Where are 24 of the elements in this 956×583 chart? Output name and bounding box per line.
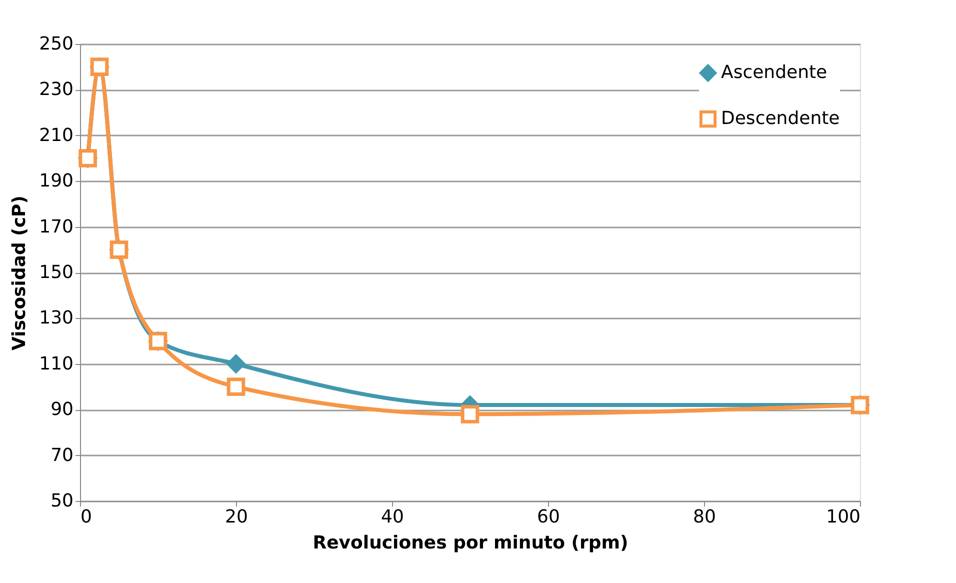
x-tick-label: 20 [225,506,248,528]
y-tick-label: 110 [39,353,74,374]
x-axis-title: Revoluciones por minuto (rpm) [312,532,628,554]
y-tick-label: 70 [50,444,74,466]
point [226,378,246,396]
y-tick-label: 230 [39,79,74,100]
x-tick-label: 40 [381,506,404,528]
x-tick-label: 60 [537,506,560,528]
y-axis-title: Viscosidad (cP) [9,196,30,350]
point [226,354,246,374]
x-tick-label: 0 [80,506,92,528]
y-tick-label: 170 [39,216,74,238]
y-tick-label: 210 [39,124,74,146]
y-tick-label: 50 [50,490,74,512]
y-tick-label: 130 [39,308,74,329]
x-tick-label: 80 [693,506,716,528]
y-tick-label: 250 [39,34,74,54]
y-tick-label: 90 [50,399,74,420]
point [460,405,480,424]
y-tick-label: 150 [39,262,74,283]
y-tick-label: 190 [39,170,74,192]
legend-label: Ascendente [721,62,828,83]
legend-label: Descendente [721,108,840,129]
x-tick-label: 100 [826,506,860,528]
